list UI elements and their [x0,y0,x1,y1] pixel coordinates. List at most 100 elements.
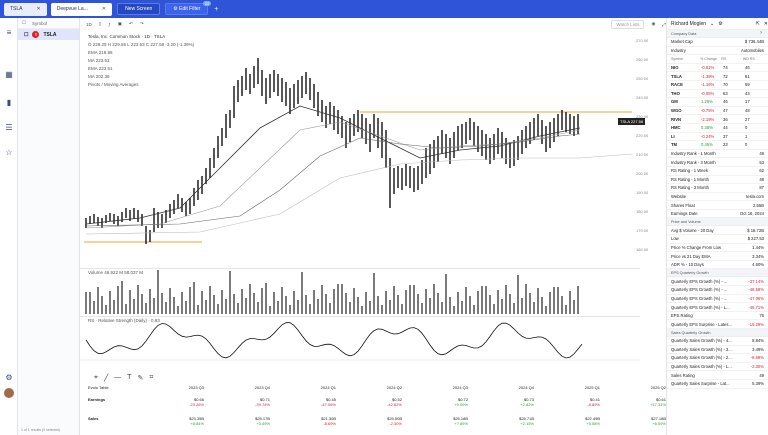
y-tick-label: 270.00 [636,38,649,43]
settings-icon[interactable]: ⚙ [718,20,723,27]
peer-ind-rs: 0 [745,142,748,148]
sales-change: +6.59% [652,421,666,426]
close-icon[interactable]: ✕ [36,6,41,12]
stat-row: Market Cap $ 736.44B [667,38,768,47]
earnings-cell: $0.41 -8.89% [534,397,600,407]
fullscreen-icon[interactable]: ⤢ [662,21,666,27]
peer-column[interactable]: Symbol [671,56,683,61]
stat-value: 62 [759,168,764,174]
grid-icon[interactable]: ▦ [5,70,13,79]
earnings-change: -39.74% [255,402,270,407]
table-row[interactable]: HMC 0.38% 44 0 [667,124,768,133]
stat-row: Quarterly EPS Growth (%) - L... -45.71% [667,303,768,312]
rs-line [85,322,583,359]
horizontal-line-icon[interactable]: — [114,374,122,381]
sales-cell: $25.18B +7.85% [402,416,468,426]
menu-icon[interactable]: ≡ [6,28,12,37]
peer-change: -0.24% [701,133,715,139]
layout-icon[interactable]: ▣ [117,21,123,26]
table-row[interactable]: RIVN -2.19% 36 27 [667,115,768,124]
stat-label: Quarterly EPS Surprise - Lates... [671,321,732,327]
stat-row: Quarterly EPS Growth (%) - ... -47.06% [667,295,768,304]
peer-rs: 74 [723,65,728,71]
table-row[interactable]: WGO -0.75% 47 48 [667,107,768,116]
text-icon[interactable]: T [127,374,132,381]
indicator-icon[interactable]: ƒ [108,21,111,27]
pane-divider[interactable] [80,316,640,317]
ruler-icon[interactable]: ⌗ [149,374,154,381]
earnings-value: $0.45 [325,397,336,402]
table-row[interactable]: THO -0.05% 63 43 [667,90,768,99]
pin-icon[interactable]: ⇱ [755,20,760,27]
close-icon[interactable]: ✕ [101,6,107,12]
crosshair-icon[interactable]: ⌖ [94,374,98,381]
new-screen-button[interactable]: New Screen [117,3,161,15]
table-row[interactable]: TSLA -1.39% 72 61 [667,72,768,81]
list-item[interactable]: ☐ T TSLA [18,29,79,40]
table-row[interactable]: LI -0.24% 37 1 [667,133,768,142]
undo-icon[interactable]: ↶ [129,21,133,26]
stat-row: Avg $ Volume - 20 Day $ 16.72B [667,226,768,236]
pane-divider[interactable] [80,268,640,269]
stat-row: Industry Automobiles [667,47,768,56]
peer-ind-rs: 17 [745,99,750,105]
earnings-change: -8.89% [587,402,600,407]
table-row[interactable]: RACE -1.16% 70 59 [667,81,768,90]
stat-value: $ 227.53 [747,236,764,242]
checkbox-icon[interactable]: ☐ [24,31,29,38]
settings-icon[interactable]: ⚙ [5,373,13,382]
stat-row: Quarterly EPS Growth (%) - ... -46.58% [667,286,768,295]
peer-change: -0.61% [701,65,715,71]
sales-cell: $27.18B +6.59% [600,416,666,426]
chevron-down-icon[interactable]: ⌄ [710,20,715,27]
tab-tsla[interactable]: TSLA ✕ [4,2,47,16]
avatar[interactable] [4,388,14,398]
table-row[interactable]: GM 1.25% 46 17 [667,98,768,107]
stat-value: $ 736.44B [744,39,764,45]
stat-row: Quarterly EPS Surprise - Lates... -15.29% [667,320,768,329]
table-row[interactable]: TM 0.45% 23 0 [667,141,768,150]
peer-column[interactable]: RS [721,56,727,61]
stat-value: 49 [759,151,764,157]
stat-row: Quarterly Sales Surprise - Lat... 5.39% [667,380,768,389]
list-icon[interactable]: ☰ [5,123,13,132]
table-title: Evolu Table [88,385,109,390]
stat-value: Oct 16, 2024 [740,211,764,217]
chart-area[interactable]: 1D ▯ ƒ ▣ ↶ ↷ Watch Lists ◉ ⤢ Tesla, Inc.… [80,18,666,370]
star-icon[interactable]: ☆ [5,148,13,157]
stat-label: Quarterly EPS Growth (%) - ... [671,287,728,293]
period-header: 2023 Q4 [254,385,270,390]
tab-deepvue[interactable]: Deepvue La... ✕ [50,2,113,16]
redo-icon[interactable]: ↷ [139,21,144,26]
sales-value: $22.49B [585,416,600,421]
stat-row: Quarterly Sales Growth (%) - 3... 3.49% [667,346,768,355]
peer-column[interactable]: IND RS [742,56,755,61]
stat-value: -46.58% [748,287,764,293]
edit-filter-button[interactable]: ⚙ Edit Filter 22 [165,1,212,15]
watchlist-search[interactable]: Watch Lists [611,19,645,29]
table-row[interactable]: NIO -0.61% 74 46 [667,64,768,73]
brush-icon[interactable]: ✎ [137,375,144,382]
close-icon[interactable]: ✕ [763,20,768,27]
chevron-right-icon[interactable]: › [760,30,762,36]
stat-label: Quarterly EPS Growth (%) - ... [671,278,728,284]
interval-select[interactable]: 1D [86,21,92,27]
camera-icon[interactable]: ◉ [651,21,656,26]
price-chart-svg[interactable]: 270.00 260.00 250.00 240.00 230.00 220.00 210.… [80,18,666,370]
checkbox-icon[interactable]: ☐ [22,20,27,25]
add-tab-icon[interactable]: + [214,5,219,13]
drawing-toolbar: ⌖ ╱ — T ✎ ⌗ [94,374,153,382]
trendline-icon[interactable]: ╱ [103,375,109,382]
stat-label: Website [671,193,687,199]
column-symbol[interactable]: Symbol [32,20,48,26]
stat-label: Quarterly Sales Surprise - Lat... [671,381,730,387]
panel-title[interactable]: Richard Moglen [671,20,707,27]
tesla-logo-icon: T [32,31,40,38]
right-panel-header: Richard Moglen ⌄ ⚙ ⇱ ✕ [667,18,768,30]
peer-column[interactable]: % Change [700,56,717,61]
sales-cell: $21.30B -8.69% [270,416,336,426]
candle-icon[interactable]: ▯ [98,21,102,26]
chart-icon[interactable]: ▮ [6,98,12,107]
stat-value: 2.55B [753,202,764,208]
peer-symbol: THO [671,90,680,96]
